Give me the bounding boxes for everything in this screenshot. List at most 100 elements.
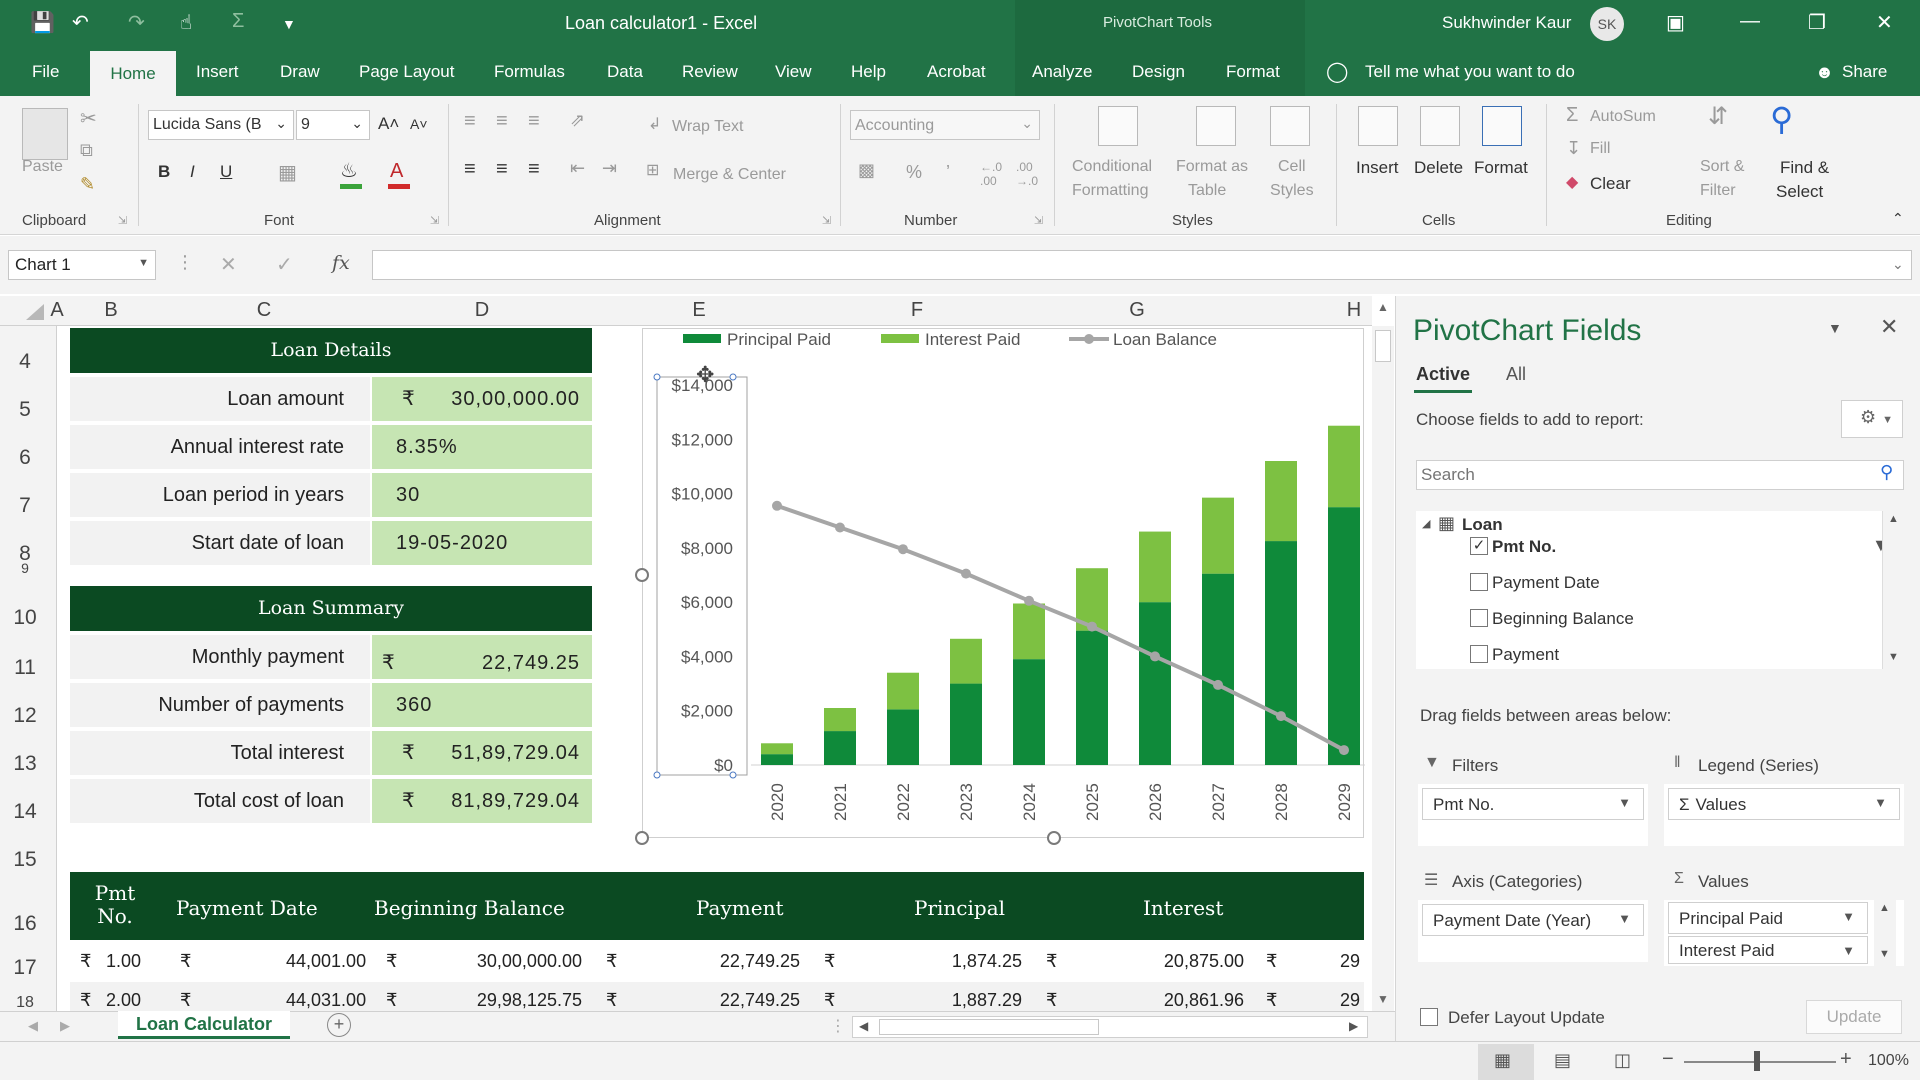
point-loan-balance[interactable] bbox=[1276, 711, 1286, 722]
row-header[interactable]: 8 bbox=[19, 542, 31, 565]
chart-resize-handle[interactable] bbox=[635, 831, 649, 845]
y-tick-label[interactable]: $0 bbox=[714, 756, 733, 775]
bar-interest-paid[interactable] bbox=[950, 638, 982, 684]
number-of-payments-label[interactable]: Number of payments bbox=[70, 683, 370, 727]
schedule-header-interest[interactable]: Interest bbox=[1143, 896, 1224, 920]
x-tick-label[interactable]: 2028 bbox=[1272, 783, 1291, 821]
values-field-dropdown[interactable]: Principal Paid ▼ bbox=[1668, 902, 1868, 934]
loan-details-header[interactable]: Loan Details bbox=[70, 328, 592, 373]
cell-styles-icon[interactable] bbox=[1270, 106, 1310, 146]
interest-rate-label[interactable]: Annual interest rate bbox=[70, 425, 370, 469]
number-of-payments-cell[interactable]: 360 bbox=[372, 683, 592, 727]
axis-selection-handle[interactable] bbox=[653, 771, 661, 779]
decrease-decimal-icon[interactable]: .00 →.0 bbox=[1016, 160, 1039, 188]
tab-active[interactable]: Active bbox=[1416, 364, 1471, 384]
share-icon[interactable]: ☻ bbox=[1815, 62, 1834, 82]
point-loan-balance[interactable] bbox=[1150, 651, 1160, 662]
bar-principal-paid[interactable] bbox=[1013, 659, 1045, 765]
interest-rate-cell[interactable]: 8.35% bbox=[372, 425, 592, 469]
point-loan-balance[interactable] bbox=[1087, 621, 1097, 632]
next-sheet-icon[interactable]: ▶ bbox=[60, 1018, 70, 1033]
autosum-button[interactable]: AutoSum bbox=[1590, 108, 1656, 125]
zoom-slider-thumb[interactable] bbox=[1754, 1051, 1760, 1071]
scroll-right-icon[interactable]: ▶ bbox=[1349, 1019, 1359, 1033]
underline-button[interactable]: U bbox=[220, 162, 233, 181]
y-tick-label[interactable]: $6,000 bbox=[681, 593, 733, 612]
column-header-d[interactable]: D bbox=[474, 299, 490, 321]
vertical-scroll-thumb[interactable] bbox=[1375, 330, 1391, 362]
bold-button[interactable]: B bbox=[158, 162, 171, 181]
fill-color-icon[interactable]: ♨ bbox=[340, 160, 358, 182]
chart-canvas[interactable]: $0 $2,000 $4,000 $6,000 $8,000 $10,000 $12,000… bbox=[643, 329, 1365, 839]
loan-amount-cell[interactable]: ₹ 30,00,000.00 bbox=[372, 377, 592, 421]
bar-principal-paid[interactable] bbox=[887, 709, 919, 765]
redo-icon[interactable]: ↷ bbox=[128, 12, 145, 34]
normal-view-icon[interactable]: ▦ bbox=[1494, 1050, 1512, 1070]
point-loan-balance[interactable] bbox=[835, 522, 845, 533]
tab-acrobat[interactable]: Acrobat bbox=[927, 62, 986, 81]
tab-view[interactable]: View bbox=[775, 62, 812, 81]
field-checkbox-payment-date[interactable] bbox=[1470, 573, 1488, 591]
wrap-text-icon[interactable]: ↲ bbox=[648, 116, 662, 133]
legend-label[interactable]: Loan Balance bbox=[1113, 330, 1217, 349]
tab-analyze[interactable]: Analyze bbox=[1032, 62, 1093, 81]
scroll-up-icon[interactable]: ▲ bbox=[1879, 902, 1890, 914]
user-name[interactable]: Sukhwinder Kaur bbox=[1442, 13, 1572, 32]
restore-icon[interactable]: ❐ bbox=[1808, 12, 1826, 34]
point-loan-balance[interactable] bbox=[1213, 679, 1223, 690]
scroll-up-icon[interactable]: ▲ bbox=[1888, 513, 1899, 525]
format-cells-button[interactable]: Format bbox=[1474, 158, 1528, 177]
row-header[interactable]: 17 bbox=[13, 956, 37, 979]
tab-page-layout[interactable]: Page Layout bbox=[359, 62, 455, 81]
x-tick-label[interactable]: 2026 bbox=[1146, 783, 1165, 821]
point-loan-balance[interactable] bbox=[1024, 595, 1034, 606]
schedule-header-payment-date[interactable]: Payment Date bbox=[176, 896, 318, 920]
bar-interest-paid[interactable] bbox=[761, 743, 793, 755]
clipboard-launcher-icon[interactable]: ⇲ bbox=[118, 215, 128, 227]
x-tick-label[interactable]: 2024 bbox=[1020, 783, 1039, 821]
insert-cells-button[interactable]: Insert bbox=[1356, 158, 1399, 177]
gear-icon[interactable]: ⚙ ▼ bbox=[1841, 400, 1903, 438]
loan-period-cell[interactable]: 30 bbox=[372, 473, 592, 517]
axis-field-dropdown[interactable]: Payment Date (Year) ▼ bbox=[1422, 904, 1644, 936]
pane-options-icon[interactable]: ▼ bbox=[1828, 320, 1842, 336]
find-select-icon[interactable]: ⚲ bbox=[1770, 101, 1794, 137]
y-tick-label[interactable]: $10,000 bbox=[672, 485, 733, 504]
point-loan-balance[interactable] bbox=[961, 568, 971, 579]
legend-label[interactable]: Interest Paid bbox=[925, 330, 1020, 349]
ribbon-display-icon[interactable]: ▣ bbox=[1666, 12, 1685, 34]
values-scrollbar[interactable]: ▲ ▼ bbox=[1874, 900, 1896, 966]
x-tick-label[interactable]: 2025 bbox=[1083, 783, 1102, 821]
tell-me-search[interactable]: Tell me what you want to do bbox=[1365, 62, 1575, 81]
row-header[interactable]: 7 bbox=[19, 494, 31, 517]
find-select-button[interactable]: Find & bbox=[1780, 158, 1830, 177]
font-name-select[interactable]: Lucida Sans (B ⌄ bbox=[148, 110, 294, 140]
shrink-font-icon[interactable]: A˅ bbox=[410, 116, 428, 132]
start-date-cell[interactable]: 19-05-2020 bbox=[372, 521, 592, 565]
scroll-left-icon[interactable]: ◀ bbox=[859, 1019, 869, 1033]
tab-draw[interactable]: Draw bbox=[280, 62, 320, 81]
delete-cells-button[interactable]: Delete bbox=[1414, 158, 1464, 177]
values-field-dropdown[interactable]: Interest Paid ▼ bbox=[1668, 936, 1868, 964]
row-header[interactable]: 6 bbox=[19, 446, 31, 469]
bar-interest-paid[interactable] bbox=[1013, 603, 1045, 660]
scroll-down-icon[interactable]: ▼ bbox=[1377, 992, 1389, 1006]
bar-principal-paid[interactable] bbox=[950, 683, 982, 765]
row-header[interactable]: 16 bbox=[13, 912, 37, 935]
minimize-icon[interactable]: — bbox=[1740, 10, 1760, 32]
scroll-up-icon[interactable]: ▲ bbox=[1377, 300, 1389, 314]
bar-principal-paid[interactable] bbox=[824, 731, 856, 765]
format-as-table-button[interactable]: Format as bbox=[1176, 158, 1249, 175]
field-payment-date[interactable]: Payment Date bbox=[1492, 573, 1600, 592]
y-tick-label[interactable]: $4,000 bbox=[681, 647, 733, 666]
insert-cells-icon[interactable] bbox=[1358, 106, 1398, 146]
point-loan-balance[interactable] bbox=[898, 544, 908, 555]
tab-home[interactable]: Home bbox=[90, 51, 176, 96]
sort-filter-button[interactable]: Sort & bbox=[1700, 158, 1745, 175]
point-loan-balance[interactable] bbox=[1339, 745, 1349, 756]
page-break-view-icon[interactable]: ◫ bbox=[1614, 1050, 1632, 1070]
zoom-slider-track[interactable] bbox=[1684, 1061, 1836, 1063]
autosum-qa-icon[interactable]: Σ bbox=[232, 10, 245, 32]
y-tick-label[interactable]: $8,000 bbox=[681, 539, 733, 558]
y-tick-label[interactable]: $14,000 bbox=[672, 376, 733, 395]
